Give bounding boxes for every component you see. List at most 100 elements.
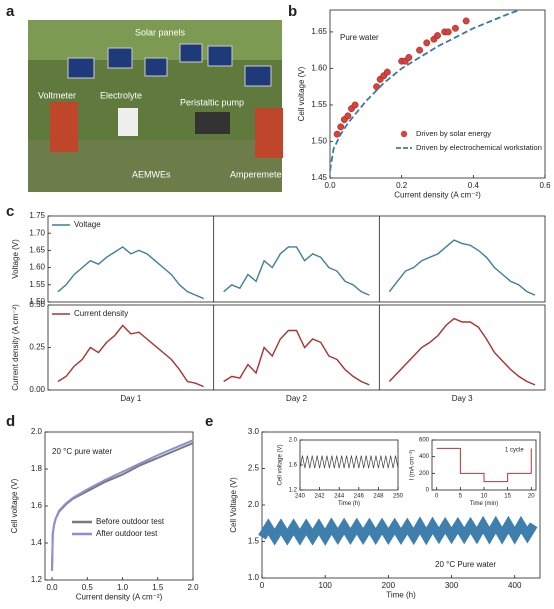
panel-label: c	[6, 203, 14, 220]
x-tick-label: 20	[528, 494, 535, 500]
y-tick-label: 1.4	[31, 538, 43, 547]
y-tick-label: 600	[419, 438, 430, 444]
x-axis-label: Time (h)	[338, 501, 360, 507]
x-tick-label: 0	[435, 494, 439, 500]
data-line	[299, 455, 399, 469]
panel-label: d	[6, 413, 15, 430]
x-tick-label: 200	[382, 581, 396, 590]
x-tick-label: 10	[481, 494, 488, 500]
scatter-point	[383, 68, 391, 76]
x-tick-label: 0.2	[396, 181, 408, 190]
x-tick-label: 15	[504, 494, 511, 500]
scatter-point	[444, 28, 452, 36]
plot-frame	[47, 215, 546, 303]
x-tick-label: Day 2	[286, 394, 307, 403]
x-axis-label: Time (min)	[470, 501, 498, 507]
x-tick-label: Day 3	[452, 394, 473, 403]
scatter-point	[462, 17, 470, 25]
y-tick-label: 2.5	[248, 464, 260, 473]
data-line	[388, 317, 536, 386]
y-tick-label: 2.0	[248, 500, 260, 509]
y-axis-label: Cell voltage (V)	[278, 444, 284, 485]
y-tick-label: 0.25	[29, 343, 45, 352]
legend-label: Driven by solar energy	[416, 129, 491, 138]
x-tick-label: 0	[260, 581, 265, 590]
y-tick-label: 1.70	[29, 228, 45, 237]
scatter-point	[351, 101, 359, 109]
x-tick-label: 240	[295, 494, 306, 500]
x-tick-label: 246	[354, 494, 365, 500]
x-tick-label: 0.0	[46, 583, 58, 592]
y-tick-label: 1.2	[289, 488, 298, 494]
x-tick-label: 5	[459, 494, 463, 500]
y-tick-label: 1.45	[311, 173, 327, 182]
x-tick-label: Day 1	[120, 394, 141, 403]
scatter-point	[451, 24, 459, 32]
scatter-point	[434, 32, 441, 40]
y-tick-label: 1.60	[311, 64, 327, 73]
photo-label: Voltmeter	[38, 90, 76, 100]
x-axis-label: Time (h)	[386, 591, 416, 600]
x-tick-label: 100	[319, 581, 333, 590]
legend-label: After outdoor test	[96, 529, 158, 538]
y-tick-label: 1.2	[31, 575, 43, 584]
annotation: Pure water	[340, 33, 379, 42]
annotation: 20 °C Pure water	[435, 560, 496, 569]
scatter-point	[405, 54, 413, 61]
x-tick-label: 250	[393, 494, 404, 500]
x-tick-label: 1.5	[152, 583, 164, 592]
x-tick-label: 248	[373, 494, 384, 500]
panel-label: a	[6, 3, 15, 20]
photo-label: AEMWEs	[132, 169, 171, 179]
photo: Solar panels Voltmeter Electrolyte Peris…	[28, 20, 285, 192]
x-tick-label: 0.4	[468, 181, 480, 190]
panel-label: b	[288, 3, 297, 20]
y-tick-label: 1.6	[31, 501, 43, 510]
y-tick-label: 1.55	[29, 280, 45, 289]
y-tick-label: 1.60	[29, 263, 45, 272]
legend-label: Before outdoor test	[96, 517, 165, 526]
y-tick-label: 0.50	[29, 300, 45, 309]
y-tick-label: 1.50	[311, 137, 327, 146]
y-tick-label: 2.0	[31, 427, 43, 436]
scatter-point	[423, 39, 431, 47]
y-axis-label: Cell voltage (V)	[10, 478, 19, 533]
photo-label: Solar panels	[135, 27, 186, 37]
x-tick-label: 1.0	[117, 583, 129, 592]
y-tick-label: 1.5	[248, 537, 260, 546]
x-tick-label: 0.0	[324, 181, 336, 190]
y-tick-label: 1.6	[289, 463, 298, 469]
legend-label: Voltage	[74, 220, 101, 229]
x-tick-label: 300	[445, 581, 459, 590]
scatter-point	[373, 83, 381, 91]
y-tick-label: 0	[426, 488, 430, 494]
data-line	[223, 246, 370, 296]
scatter-point	[344, 112, 352, 120]
data-line	[258, 515, 538, 546]
y-tick-label: 400	[419, 454, 430, 460]
photo-label: Electrolyte	[100, 90, 142, 100]
y-tick-label: 1.55	[311, 100, 327, 109]
y-tick-label: 0.00	[29, 385, 45, 394]
y-axis-label: Cell voltage (V)	[297, 66, 306, 121]
x-tick-label: 242	[315, 494, 326, 500]
scatter-point	[337, 123, 345, 131]
y-axis-label: Voltage (V)	[11, 239, 20, 279]
data-line	[57, 246, 204, 300]
data-line	[436, 447, 532, 483]
data-line	[51, 439, 194, 571]
x-tick-label: 400	[508, 581, 522, 590]
plot-frame	[329, 9, 546, 179]
annotation: 20 °C pure water	[52, 447, 112, 456]
y-tick-label: 1.8	[31, 464, 43, 473]
data-line	[388, 239, 536, 296]
annotation: 1 cycle	[505, 448, 524, 454]
y-tick-label: 3.0	[248, 427, 260, 436]
y-axis-label: I (mA cm⁻²)	[410, 450, 416, 481]
y-tick-label: 1.65	[311, 27, 327, 36]
x-tick-label: 0.6	[539, 181, 551, 190]
data-line	[51, 442, 194, 571]
data-line	[57, 324, 204, 388]
scatter-point	[416, 46, 424, 54]
